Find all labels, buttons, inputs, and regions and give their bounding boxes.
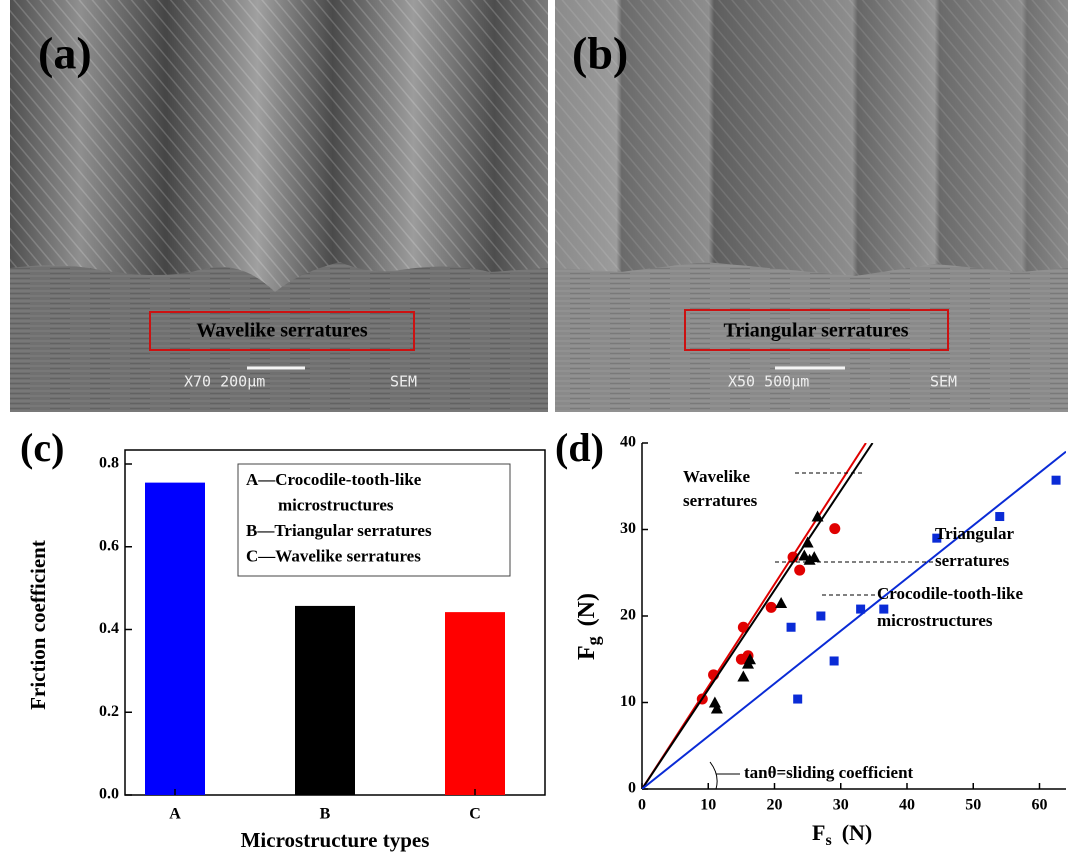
figure: (a) Wavelike serratures X70 200μm SEM (b… — [0, 0, 1076, 852]
series-label: serratures — [683, 491, 758, 510]
bar — [145, 483, 205, 795]
point — [829, 523, 840, 534]
x-label-symbol: F — [812, 820, 825, 845]
point — [775, 597, 787, 608]
angle-arc — [710, 762, 717, 789]
legend-entry: A—Crocodile-tooth-like — [246, 470, 422, 489]
point — [794, 565, 805, 576]
x-tick-label: A — [169, 806, 181, 823]
y-tick-label: 0 — [628, 780, 636, 797]
x-tick-label: 0 — [638, 797, 646, 814]
x-label-unit: (N) — [842, 820, 873, 845]
y-tick-label: 0.2 — [99, 703, 119, 720]
y-tick-label: 0.4 — [99, 620, 119, 637]
point — [856, 605, 865, 614]
series-label: Crocodile-tooth-like — [877, 584, 1024, 603]
point — [830, 656, 839, 665]
x-label-subscript: s — [825, 832, 831, 849]
legend-entry: microstructures — [278, 495, 394, 514]
series-label: serratures — [935, 551, 1010, 570]
point — [737, 671, 749, 682]
y-axis-label: Fg (N) — [574, 593, 604, 660]
x-tick-label: 60 — [1032, 797, 1048, 814]
y-tick-label: 0.0 — [99, 786, 119, 803]
bar — [295, 606, 355, 795]
series-label: Triangular — [935, 524, 1014, 543]
legend-entry: B—Triangular serratures — [246, 521, 432, 540]
point — [787, 623, 796, 632]
scale-text: X70 200μm — [184, 373, 265, 391]
panel-label: (b) — [572, 28, 628, 79]
point — [816, 612, 825, 621]
series-label: microstructures — [877, 611, 993, 630]
y-axis-label: Friction coefficient — [26, 540, 50, 710]
bar — [445, 612, 505, 795]
image-caption: Triangular serratures — [724, 320, 909, 342]
sem-image-a: (a) Wavelike serratures X70 200μm SEM — [10, 0, 548, 412]
point — [995, 512, 1004, 521]
y-tick-label: 10 — [620, 693, 636, 710]
series-label: Wavelike — [683, 467, 751, 486]
panel-label: (d) — [555, 425, 604, 470]
y-label-unit: (N) — [574, 593, 600, 626]
image-caption: Wavelike serratures — [196, 320, 367, 342]
point — [766, 602, 777, 613]
scale-text: X50 500μm — [728, 373, 809, 391]
y-tick-label: 0.8 — [99, 455, 119, 472]
x-axis-label: Microstructure types — [241, 828, 430, 852]
point — [709, 697, 721, 708]
x-tick-label: 10 — [700, 797, 716, 814]
panel-label: (c) — [20, 425, 64, 470]
panel-label: (a) — [38, 28, 92, 79]
sem-image-b: (b) Triangular serratures X50 500μm SEM — [555, 0, 1068, 412]
point — [1052, 476, 1061, 485]
y-tick-label: 30 — [620, 520, 636, 537]
x-tick-label: 50 — [965, 797, 981, 814]
annotation: tanθ=sliding coefficient — [744, 763, 914, 782]
y-tick-label: 20 — [620, 607, 636, 624]
x-tick-label: 20 — [767, 797, 783, 814]
y-label-symbol: F — [574, 645, 600, 660]
x-axis-label: Fs (N) — [812, 820, 872, 849]
y-tick-label: 40 — [620, 434, 636, 451]
y-tick-label: 0.6 — [99, 537, 119, 554]
mode-text: SEM — [390, 373, 417, 391]
mode-text: SEM — [930, 373, 957, 391]
y-label-subscript: g — [583, 636, 603, 645]
x-tick-label: C — [469, 806, 481, 823]
legend-entry: C—Wavelike serratures — [246, 546, 421, 565]
x-tick-label: B — [320, 806, 331, 823]
point — [793, 695, 802, 704]
x-tick-label: 40 — [899, 797, 915, 814]
x-tick-label: 30 — [833, 797, 849, 814]
